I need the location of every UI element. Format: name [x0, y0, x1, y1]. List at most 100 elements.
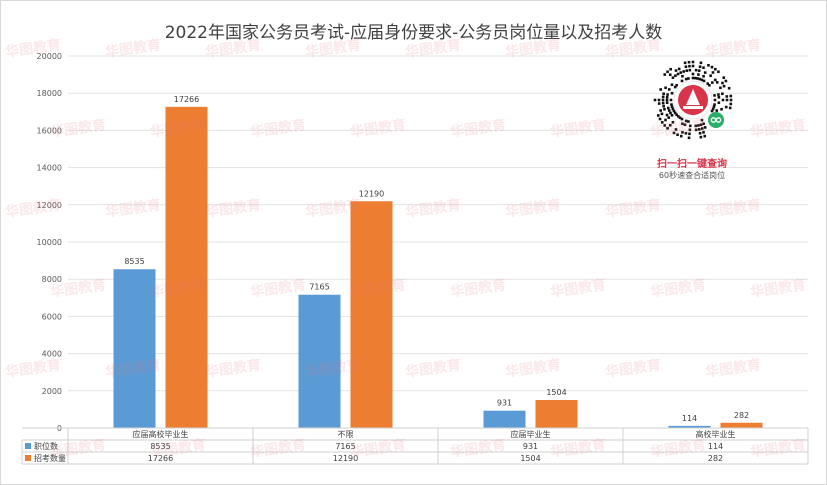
- category-label: 不限: [338, 430, 354, 439]
- table-value: 114: [708, 442, 723, 451]
- qr-dot: [688, 124, 692, 128]
- qr-dot: [674, 128, 678, 131]
- qr-dot: [711, 71, 715, 74]
- qr-promo[interactable]: 扫一扫一键查询 60秒速查合适岗位: [637, 57, 747, 187]
- qr-dot: [681, 131, 684, 134]
- qr-dot: [676, 72, 680, 76]
- bar: [350, 201, 393, 428]
- data-label: 12190: [359, 189, 384, 198]
- bar: [668, 425, 711, 428]
- qr-dot: [669, 67, 672, 71]
- bar: [720, 422, 763, 428]
- y-tick-label: 6000: [42, 312, 62, 321]
- data-label: 1504: [546, 388, 566, 397]
- qr-dot: [673, 85, 677, 89]
- qr-dot: [684, 131, 688, 135]
- qr-dot: [697, 73, 700, 76]
- qr-dot: [702, 79, 706, 83]
- qr-dot: [671, 76, 675, 80]
- qr-dot: [657, 98, 661, 102]
- qr-dot: [669, 98, 673, 102]
- qr-dot: [664, 86, 667, 90]
- qr-dot: [679, 71, 683, 74]
- qr-dot: [674, 69, 678, 72]
- qr-dot: [697, 124, 700, 127]
- qr-dot: [729, 98, 733, 102]
- qr-dot: [680, 79, 684, 83]
- qr-dot: [687, 136, 691, 140]
- qr-dot: [707, 63, 710, 67]
- qr-dot: [669, 111, 672, 115]
- legend-label: 职位数: [34, 441, 58, 451]
- qr-dot: [702, 122, 705, 126]
- qr-dot: [713, 98, 717, 102]
- qr-dot: [702, 131, 705, 134]
- qr-dot: [665, 101, 669, 105]
- bar: [165, 106, 208, 428]
- table-value: 17266: [148, 454, 173, 463]
- qr-dot: [720, 107, 723, 111]
- qr-dot: [721, 92, 724, 96]
- qr-dot: [658, 117, 662, 121]
- qr-dot: [721, 81, 724, 85]
- qr-dot: [697, 128, 701, 131]
- qr-dot: [693, 76, 697, 80]
- qr-dot: [717, 70, 720, 74]
- qr-dot: [694, 68, 698, 72]
- qr-dot: [661, 101, 665, 105]
- qr-dot: [706, 82, 710, 85]
- qr-dot: [663, 107, 666, 111]
- qr-dot: [665, 98, 669, 102]
- qr-dot: [670, 113, 674, 117]
- qr-dot: [703, 134, 707, 138]
- qr-dot: [671, 107, 675, 111]
- y-tick-label: 14000: [37, 164, 62, 173]
- qr-dot: [672, 109, 676, 113]
- qr-dot: [679, 134, 683, 138]
- qr-dot: [724, 105, 728, 109]
- qr-dot: [722, 84, 726, 88]
- qr-dot: [666, 106, 670, 110]
- qr-dot: [702, 66, 705, 69]
- qr-dot: [710, 109, 714, 113]
- qr-dot: [653, 98, 657, 102]
- qr-dot: [661, 95, 665, 99]
- data-label: 7165: [309, 283, 329, 292]
- qr-dot: [696, 77, 699, 80]
- qr-dot: [728, 106, 732, 110]
- qr-dot: [677, 67, 681, 71]
- qr-dot: [700, 118, 704, 122]
- qr-dot: [666, 70, 669, 74]
- qr-dot: [659, 88, 662, 91]
- qr-dot: [681, 74, 684, 78]
- qr-dot: [691, 76, 695, 80]
- qr-dot: [710, 65, 714, 69]
- qr-dot: [697, 69, 701, 72]
- bar-layer: 8535 17266 7165 12190 931 1504 114 282: [113, 95, 763, 428]
- qr-dot: [698, 77, 702, 81]
- qr-dot: [666, 126, 669, 130]
- qr-sub-text: 60秒速查合适岗位: [658, 171, 726, 180]
- data-label: 931: [497, 399, 512, 408]
- chart-title: 2022年国家公务员考试-应届身份要求-公务员岗位量以及招考人数: [164, 23, 663, 43]
- qr-dot: [703, 71, 707, 74]
- qr-dot: [699, 61, 703, 65]
- data-label: 17266: [174, 95, 199, 104]
- qr-dot: [671, 120, 675, 124]
- qr-dot: [699, 135, 703, 139]
- qr-dot: [682, 70, 686, 73]
- qr-dot: [691, 60, 695, 64]
- qr-dot: [699, 123, 703, 127]
- qr-dot: [688, 128, 692, 132]
- qr-dot: [670, 83, 674, 87]
- qr-dot: [708, 83, 711, 87]
- y-tick-label: 12000: [37, 201, 62, 210]
- qr-dot: [662, 92, 665, 96]
- qr-dot: [727, 86, 731, 90]
- qr-dot: [684, 119, 688, 123]
- qr-dot: [714, 67, 717, 71]
- qr-dot: [683, 123, 687, 127]
- qr-dot: [657, 102, 661, 105]
